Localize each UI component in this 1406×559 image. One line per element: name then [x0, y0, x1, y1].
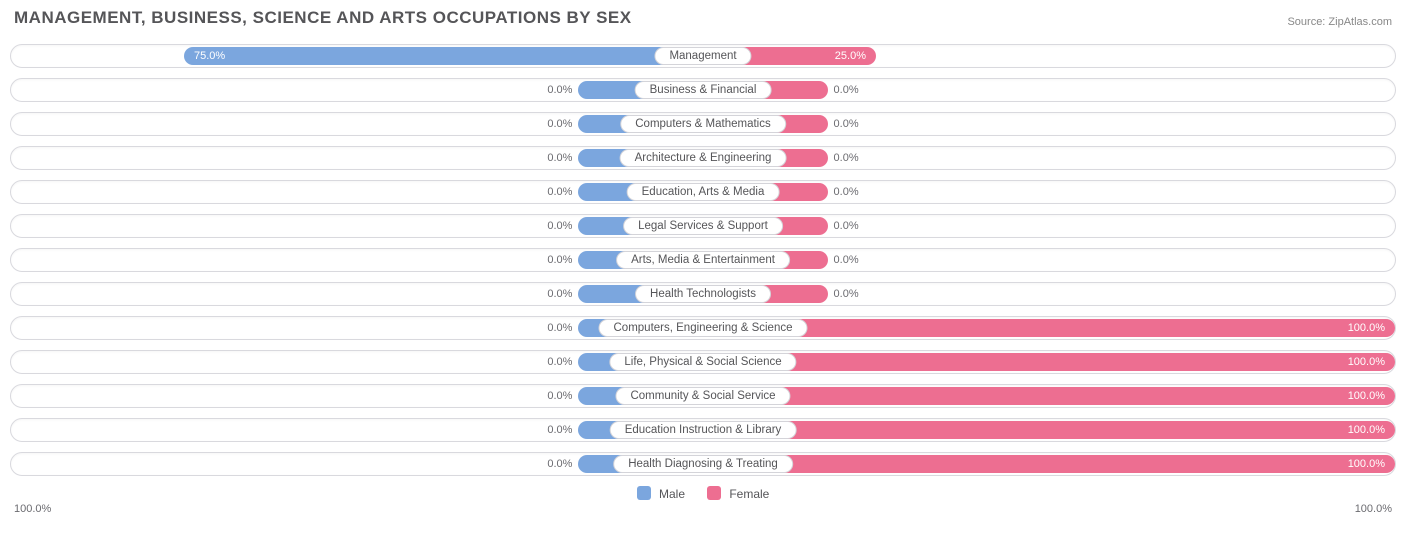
male-pct: 0.0% — [541, 220, 578, 232]
male-half: 0.0% — [11, 385, 703, 407]
diverging-bar-chart: 75.0% 25.0% Management 0.0% 0.0% Business & F… — [4, 34, 1402, 476]
female-half: 0.0% — [703, 181, 1395, 203]
male-pct: 0.0% — [541, 288, 578, 300]
male-half: 0.0% — [11, 283, 703, 305]
legend-female: Female — [707, 486, 769, 501]
female-bar: 100.0% — [703, 455, 1395, 473]
female-pct: 100.0% — [1338, 356, 1395, 368]
female-half: 0.0% — [703, 79, 1395, 101]
bar-row: 0.0% 0.0% Business & Financial — [10, 78, 1396, 102]
female-bar: 100.0% — [703, 353, 1395, 371]
female-half: 0.0% — [703, 283, 1395, 305]
female-half: 100.0% — [703, 419, 1395, 441]
male-bar: 75.0% — [184, 47, 703, 65]
category-label: Education Instruction & Library — [610, 421, 797, 439]
category-label: Architecture & Engineering — [620, 149, 787, 167]
female-swatch — [707, 486, 721, 500]
male-half: 0.0% — [11, 215, 703, 237]
female-half: 0.0% — [703, 113, 1395, 135]
female-half: 0.0% — [703, 215, 1395, 237]
female-pct: 100.0% — [1338, 424, 1395, 436]
female-pct: 100.0% — [1338, 458, 1395, 470]
male-pct: 75.0% — [184, 50, 235, 62]
bar-row: 0.0% 100.0% Health Diagnosing & Treating — [10, 452, 1396, 476]
category-label: Education, Arts & Media — [627, 183, 780, 201]
female-half: 25.0% — [703, 45, 1395, 67]
male-half: 0.0% — [11, 351, 703, 373]
bar-row: 0.0% 100.0% Life, Physical & Social Scienc… — [10, 350, 1396, 374]
female-half: 100.0% — [703, 453, 1395, 475]
male-pct: 0.0% — [541, 390, 578, 402]
male-pct: 0.0% — [541, 186, 578, 198]
bar-row: 0.0% 0.0% Legal Services & Support — [10, 214, 1396, 238]
category-label: Business & Financial — [635, 81, 772, 99]
legend-male-label: Male — [659, 487, 685, 501]
category-label: Health Diagnosing & Treating — [613, 455, 793, 473]
female-pct: 100.0% — [1338, 390, 1395, 402]
chart-header: MANAGEMENT, BUSINESS, SCIENCE AND ARTS O… — [4, 8, 1402, 34]
male-half: 0.0% — [11, 79, 703, 101]
category-label: Management — [654, 47, 751, 65]
category-label: Health Technologists — [635, 285, 771, 303]
female-pct: 25.0% — [825, 50, 876, 62]
bar-row: 0.0% 100.0% Computers, Engineering & Scien… — [10, 316, 1396, 340]
category-label: Life, Physical & Social Science — [609, 353, 796, 371]
male-pct: 0.0% — [541, 322, 578, 334]
female-half: 100.0% — [703, 351, 1395, 373]
bar-row: 75.0% 25.0% Management — [10, 44, 1396, 68]
female-pct: 0.0% — [828, 288, 865, 300]
axis-labels: 100.0% 100.0% — [4, 503, 1402, 515]
female-pct: 0.0% — [828, 84, 865, 96]
bar-row: 0.0% 0.0% Computers & Mathematics — [10, 112, 1396, 136]
chart-source: Source: ZipAtlas.com — [1287, 16, 1392, 28]
male-pct: 0.0% — [541, 458, 578, 470]
male-pct: 0.0% — [541, 152, 578, 164]
male-swatch — [637, 486, 651, 500]
male-half: 0.0% — [11, 419, 703, 441]
female-half: 0.0% — [703, 249, 1395, 271]
female-pct: 0.0% — [828, 152, 865, 164]
bar-row: 0.0% 100.0% Community & Social Service — [10, 384, 1396, 408]
bar-row: 0.0% 0.0% Education, Arts & Media — [10, 180, 1396, 204]
legend-female-label: Female — [729, 487, 769, 501]
female-pct: 0.0% — [828, 254, 865, 266]
male-half: 75.0% — [11, 45, 703, 67]
male-half: 0.0% — [11, 147, 703, 169]
male-half: 0.0% — [11, 113, 703, 135]
female-pct: 0.0% — [828, 220, 865, 232]
male-pct: 0.0% — [541, 84, 578, 96]
bar-row: 0.0% 0.0% Arts, Media & Entertainment — [10, 248, 1396, 272]
category-label: Arts, Media & Entertainment — [616, 251, 790, 269]
male-half: 0.0% — [11, 249, 703, 271]
category-label: Legal Services & Support — [623, 217, 783, 235]
female-bar: 100.0% — [703, 421, 1395, 439]
bar-row: 0.0% 100.0% Education Instruction & Librar… — [10, 418, 1396, 442]
male-pct: 0.0% — [541, 356, 578, 368]
axis-left: 100.0% — [14, 503, 51, 515]
bar-row: 0.0% 0.0% Health Technologists — [10, 282, 1396, 306]
category-label: Computers, Engineering & Science — [599, 319, 808, 337]
axis-right: 100.0% — [1355, 503, 1392, 515]
category-label: Community & Social Service — [615, 387, 790, 405]
bar-row: 0.0% 0.0% Architecture & Engineering — [10, 146, 1396, 170]
female-bar: 100.0% — [703, 387, 1395, 405]
male-pct: 0.0% — [541, 254, 578, 266]
female-half: 100.0% — [703, 385, 1395, 407]
male-half: 0.0% — [11, 453, 703, 475]
female-pct: 100.0% — [1338, 322, 1395, 334]
male-pct: 0.0% — [541, 424, 578, 436]
chart-legend: Male Female — [4, 486, 1402, 501]
male-half: 0.0% — [11, 181, 703, 203]
category-label: Computers & Mathematics — [620, 115, 786, 133]
female-pct: 0.0% — [828, 186, 865, 198]
female-pct: 0.0% — [828, 118, 865, 130]
female-half: 0.0% — [703, 147, 1395, 169]
legend-male: Male — [637, 486, 685, 501]
chart-title: MANAGEMENT, BUSINESS, SCIENCE AND ARTS O… — [14, 8, 632, 28]
male-pct: 0.0% — [541, 118, 578, 130]
